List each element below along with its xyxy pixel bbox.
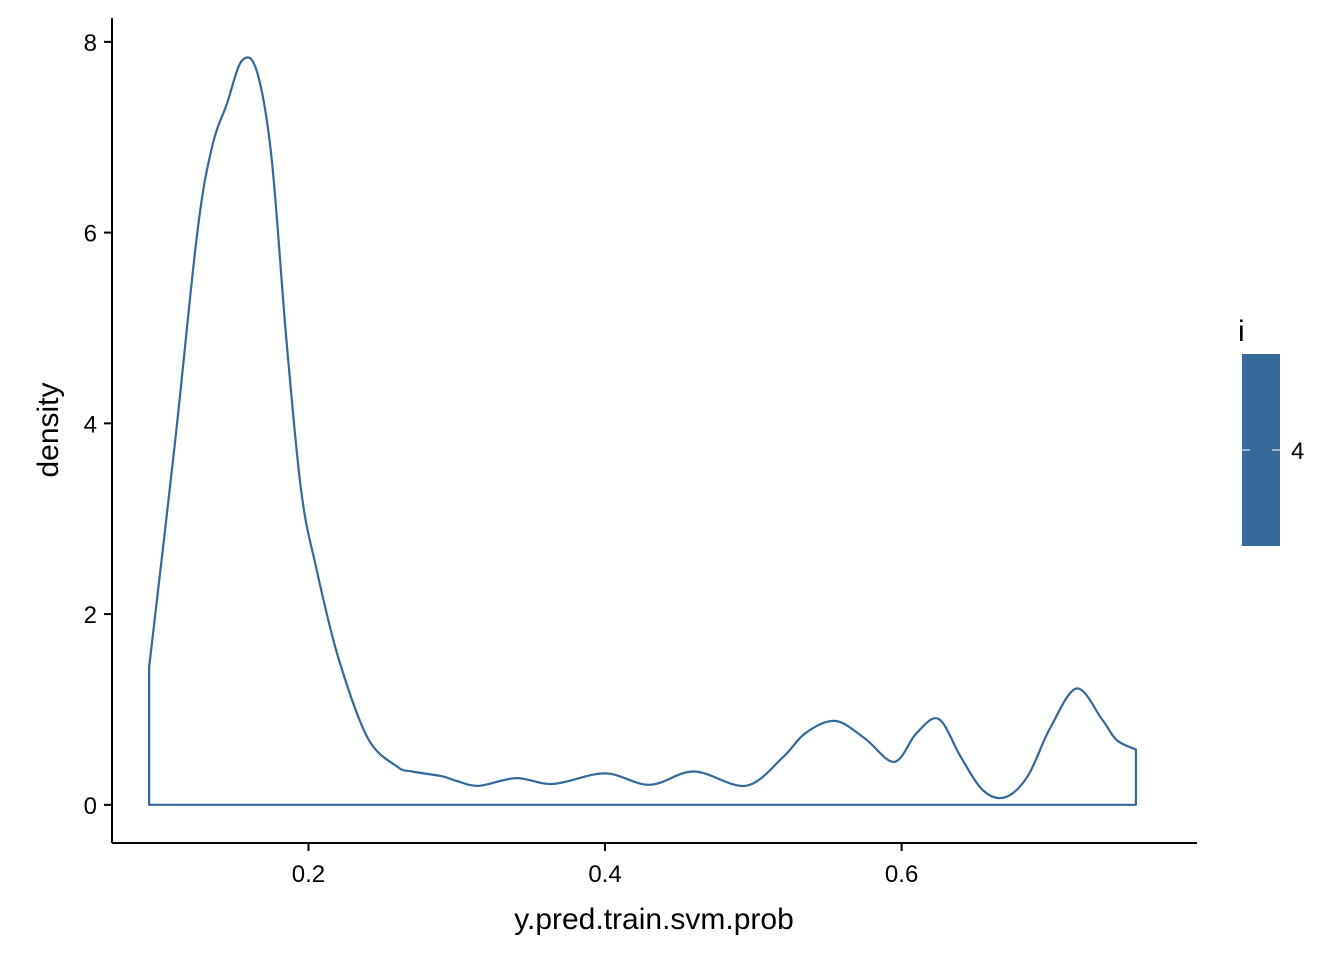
x-tick-label: 0.4 [588,861,621,888]
y-tick-label: 0 [84,793,97,820]
y-tick-label: 4 [84,411,97,438]
x-tick-label: 0.6 [885,861,918,888]
density-curve [148,56,1137,806]
y-axis-ticks: 0 2 4 6 8 [84,30,112,820]
y-axis-title: density [32,382,65,477]
x-axis-ticks: 0.2 0.4 0.6 [292,843,918,888]
y-tick-label: 6 [84,221,97,248]
plot-panel [148,56,1137,806]
legend: i 4 [1238,315,1304,546]
x-tick-label: 0.2 [292,861,325,888]
legend-title: i [1238,315,1245,348]
y-tick-label: 2 [84,602,97,629]
x-axis-title: y.pred.train.svm.prob [514,903,794,936]
y-tick-label: 8 [84,30,97,57]
legend-label: 4 [1291,438,1304,465]
